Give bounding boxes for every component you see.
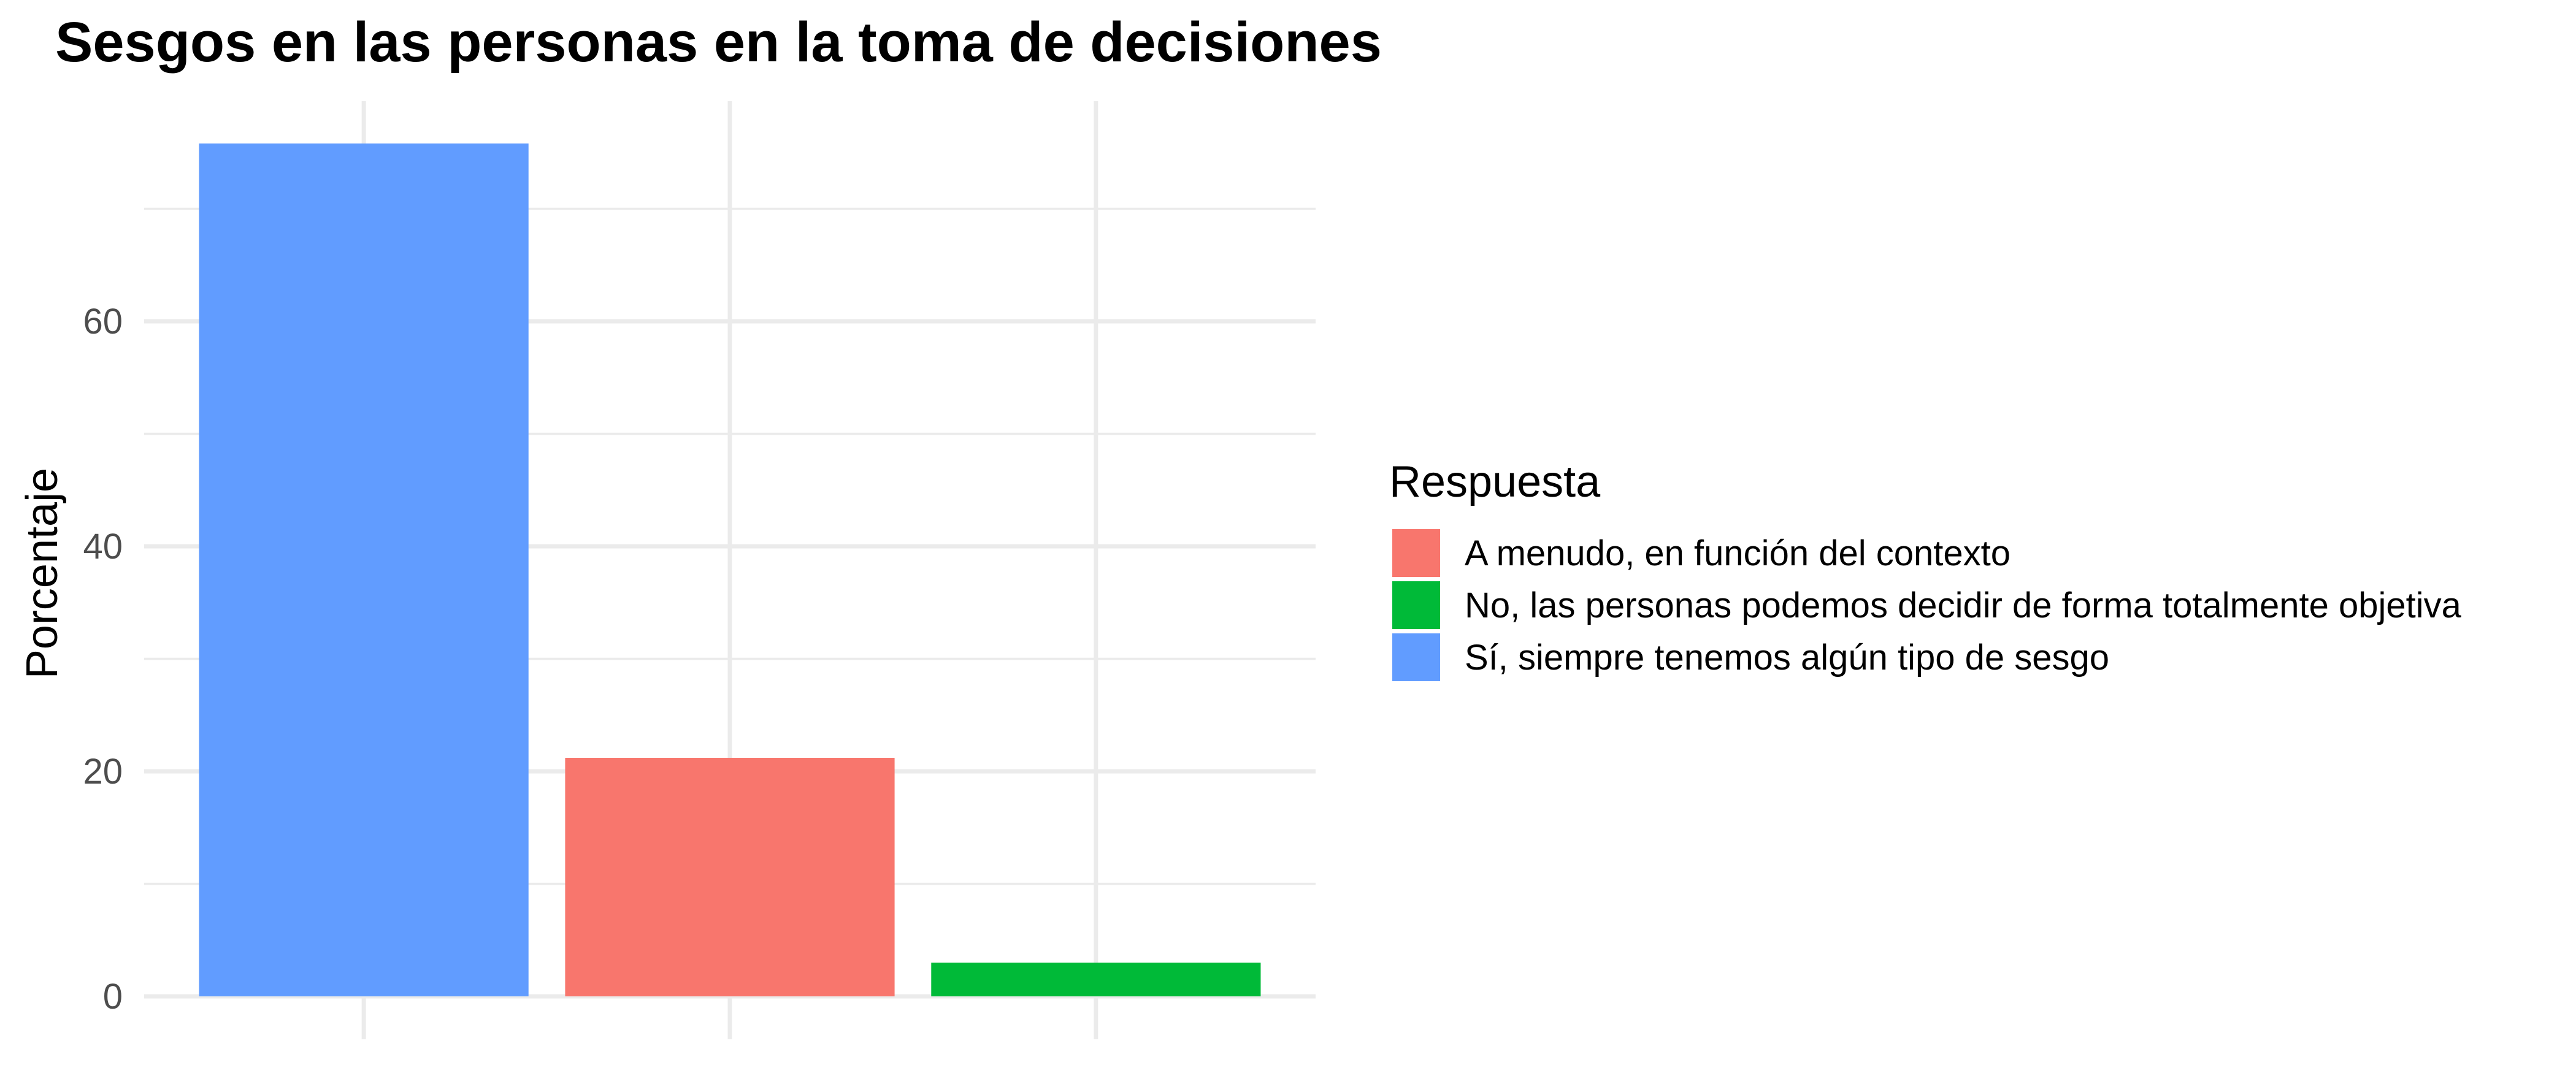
y-tick-label: 20: [83, 752, 123, 792]
bars: [199, 143, 1261, 996]
legend-title: Respuesta: [1389, 457, 1601, 506]
bar: [199, 143, 529, 996]
bar: [565, 757, 895, 996]
y-tick-label: 0: [103, 977, 123, 1017]
y-axis-ticks: 0 20 40 60: [83, 302, 123, 1017]
y-tick-label: 40: [83, 527, 123, 567]
y-tick-label: 60: [83, 302, 123, 342]
bar: [931, 962, 1261, 996]
y-axis-title: Porcentaje: [18, 468, 67, 679]
legend-key: [1392, 633, 1440, 681]
legend-label: No, las personas podemos decidir de form…: [1465, 586, 2462, 625]
legend-key: [1392, 529, 1440, 577]
legend-entries: A menudo, en función del contexto No, las…: [1392, 529, 2462, 681]
legend-label: Sí, siempre tenemos algún tipo de sesgo: [1465, 638, 2109, 678]
legend-label: A menudo, en función del contexto: [1465, 533, 2011, 573]
legend-key: [1392, 581, 1440, 629]
chart-title: Sesgos en las personas en la toma de dec…: [55, 11, 1382, 74]
legend: Respuesta A menudo, en función del conte…: [1389, 457, 2462, 681]
